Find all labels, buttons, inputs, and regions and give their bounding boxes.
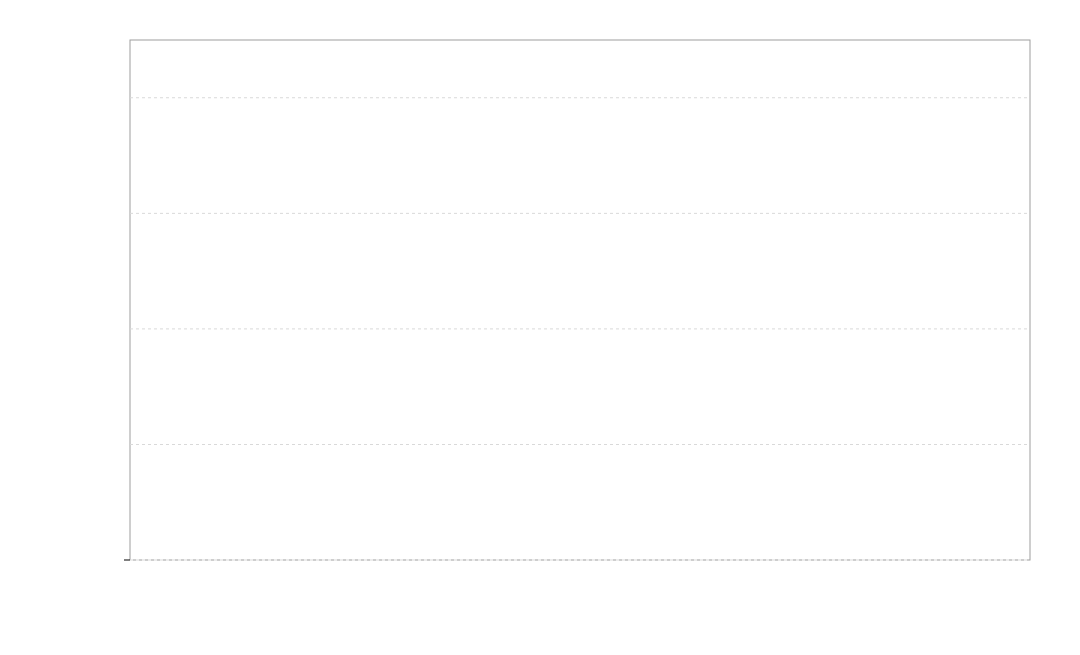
accuracy-line-chart: [0, 0, 1080, 655]
